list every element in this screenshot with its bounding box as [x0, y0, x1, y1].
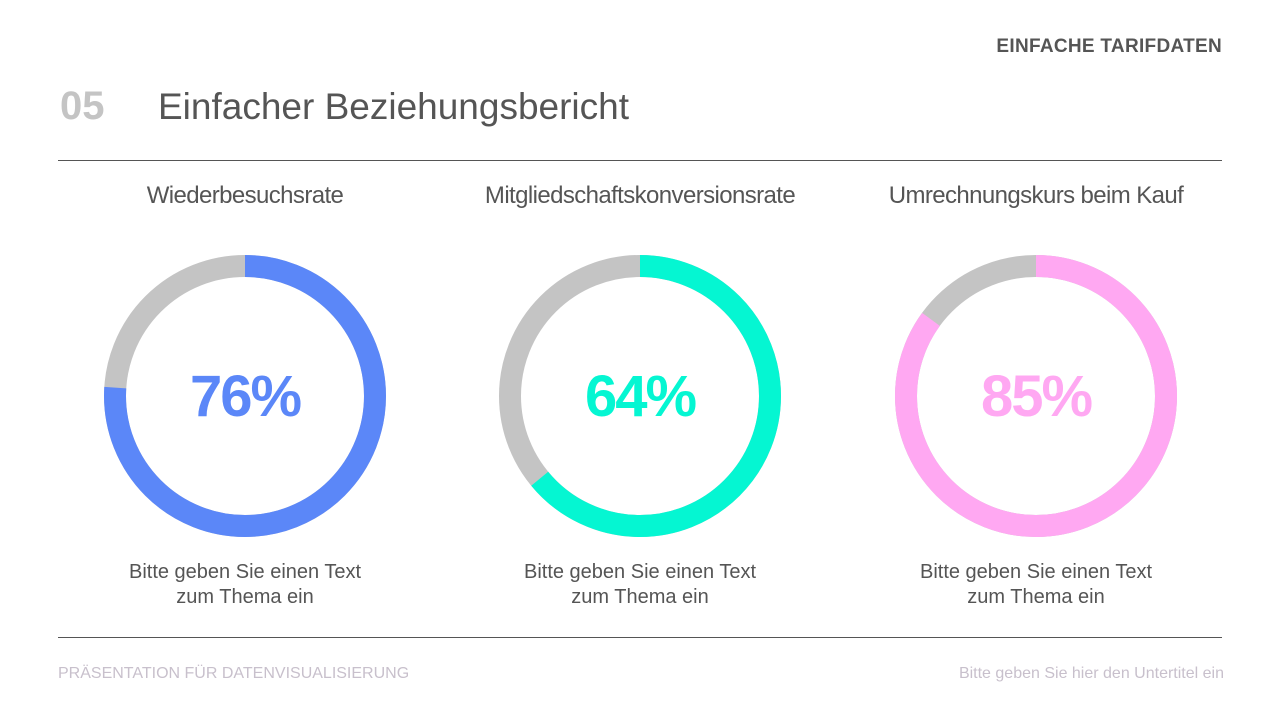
chart-description: Bitte geben Sie einen Text zum Thema ein — [856, 560, 1216, 610]
footer-right: Bitte geben Sie hier den Untertitel ein — [958, 665, 1224, 682]
section-label: EINFACHE TARIFDATEN — [996, 36, 1222, 57]
donut-value-arc — [104, 255, 386, 537]
page-title: Einfacher Beziehungsbericht — [158, 86, 630, 127]
chart-description: Bitte geben Sie einen Text zum Thema ein — [460, 560, 820, 610]
donut-chart: 64% — [499, 255, 781, 537]
chart-title: Mitgliedschaftskonversionsrate — [484, 182, 796, 209]
donut-panel: Wiederbesuchsrate 76% Bitte geben Sie eine… — [65, 180, 425, 610]
donut-chart: 85% — [895, 255, 1177, 537]
footer-left: PRÄSENTATION FÜR DATENVISUALISIERUNG — [58, 665, 410, 682]
description-line: Bitte geben Sie einen Text — [523, 561, 757, 583]
donut-panel: Umrechnungskurs beim Kauf 85% Bitte geben … — [856, 180, 1216, 610]
percent-label: 64% — [585, 364, 697, 429]
chart-description: Bitte geben Sie einen Text zum Thema ein — [65, 560, 425, 610]
donut-chart: 76% — [104, 255, 386, 537]
slide-number: 05 — [60, 84, 105, 128]
description-line: Bitte geben Sie einen Text — [128, 561, 362, 583]
donut-value-arc — [499, 255, 781, 537]
top-divider — [58, 160, 1222, 161]
description-line: Bitte geben Sie einen Text — [919, 561, 1153, 583]
donut-value-arc — [895, 255, 1177, 537]
donut-panel: Mitgliedschaftskonversionsrate 64% Bitte g… — [460, 180, 820, 610]
chart-title: Wiederbesuchsrate — [146, 182, 344, 209]
percent-label: 76% — [190, 364, 302, 429]
description-line: zum Thema ein — [176, 586, 314, 608]
description-line: zum Thema ein — [571, 586, 709, 608]
bottom-divider — [58, 637, 1222, 638]
chart-title: Umrechnungskurs beim Kauf — [888, 182, 1184, 209]
description-line: zum Thema ein — [967, 586, 1105, 608]
percent-label: 85% — [981, 364, 1093, 429]
